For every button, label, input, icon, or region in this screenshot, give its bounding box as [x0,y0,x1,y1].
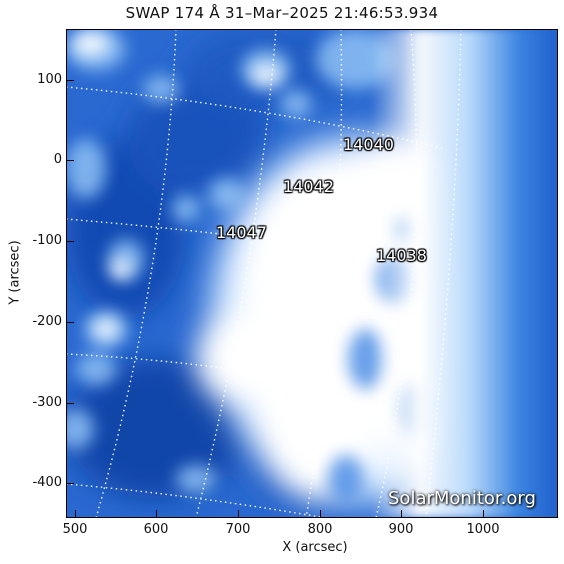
x-tick-label: 600 [143,522,169,537]
x-tick-mark [75,510,76,518]
y-tick-mark [66,483,74,484]
y-tick-label: 100 [37,72,62,87]
x-tick-label: 500 [62,522,88,537]
x-tick-label: 1000 [466,522,500,537]
x-tick-mark [156,510,157,518]
y-tick-label: -300 [32,395,62,410]
x-tick-mark [320,510,321,518]
x-tick-label: 800 [307,522,333,537]
x-tick-mark [483,510,484,518]
x-tick-mark [401,510,402,518]
y-tick-mark [66,160,74,161]
y-tick-mark [66,241,74,242]
region-label-14047: 14047 [216,223,267,242]
x-tick-mark [238,510,239,518]
euv-image-svg [66,29,558,518]
y-tick-mark [66,403,74,404]
y-tick-mark [66,80,74,81]
region-label-14038: 14038 [376,246,427,265]
x-tick-label: 700 [225,522,251,537]
x-tick-label: 900 [388,522,414,537]
region-label-14042: 14042 [283,177,334,196]
region-label-14040: 14040 [343,135,394,154]
x-axis-label: X (arcsec) [282,540,348,555]
y-tick-label: 0 [53,152,62,167]
y-tick-label: -100 [32,233,62,248]
y-tick-mark [66,322,74,323]
image-title: SWAP 174 Å 31–Mar–2025 21:46:53.934 [125,4,439,22]
y-tick-label: -400 [32,475,62,490]
y-tick-label: -200 [32,314,62,329]
watermark: SolarMonitor.org [388,488,536,509]
y-axis-label: Y (arcsec) [7,240,23,305]
solar-image [66,29,558,518]
